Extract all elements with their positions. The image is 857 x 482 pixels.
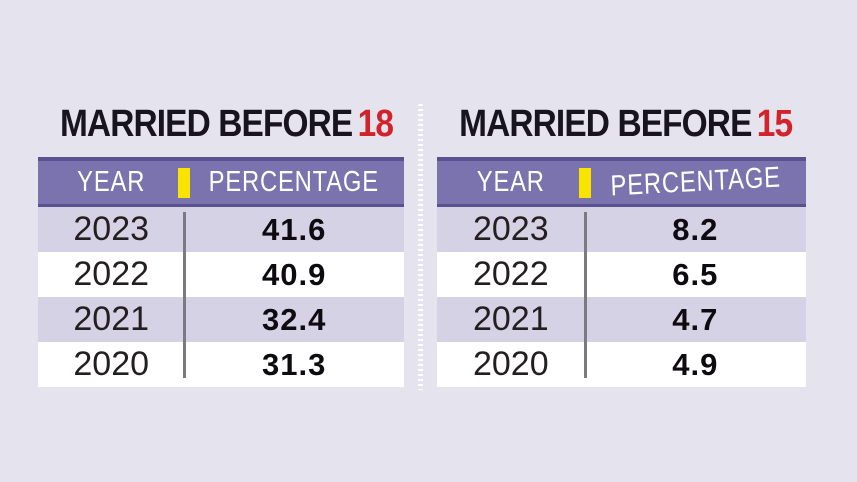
table-row: 2023 8.2 — [437, 207, 806, 252]
year-cell: 2023 — [73, 210, 150, 248]
col-header-year: YEAR — [476, 166, 545, 198]
table-body: 2023 8.2 2022 6.5 2021 4.7 2020 4.9 — [437, 207, 806, 387]
col-header-year: YEAR — [77, 166, 146, 198]
table-row: 2021 4.7 — [437, 297, 806, 342]
year-cell: 2022 — [73, 255, 150, 293]
table-row: 2023 41.6 — [38, 207, 404, 252]
percentage-cell: 41.6 — [262, 211, 327, 247]
year-cell: 2023 — [472, 210, 549, 248]
col-header-percentage: PERCENTAGE — [209, 166, 380, 198]
table-body: 2023 41.6 2022 40.9 2021 32.4 2020 31.3 — [38, 207, 404, 387]
table-married-before-15: MARRIED BEFORE 15 YEAR PERCENTAGE 2023 8.… — [437, 103, 806, 387]
year-cell: 2021 — [472, 300, 549, 338]
gray-column-divider — [583, 212, 587, 378]
table-title: MARRIED BEFORE 15 — [459, 103, 793, 145]
percentage-cell: 32.4 — [262, 301, 327, 337]
table-title-number: 18 — [357, 103, 394, 145]
year-cell: 2020 — [73, 345, 150, 383]
percentage-cell: 6.5 — [672, 256, 719, 292]
table-title: MARRIED BEFORE 18 — [59, 103, 394, 145]
percentage-cell: 31.3 — [262, 346, 327, 382]
dashed-divider-line — [418, 104, 423, 390]
table-row: 2020 31.3 — [38, 342, 404, 387]
table-row: 2022 6.5 — [437, 252, 806, 297]
table-title-number: 15 — [756, 103, 793, 145]
table-row: 2022 40.9 — [38, 252, 404, 297]
year-cell: 2022 — [472, 255, 549, 293]
yellow-divider-bar — [178, 167, 191, 198]
table-title-text: MARRIED BEFORE — [459, 103, 752, 145]
year-cell: 2021 — [73, 300, 150, 338]
table-row: 2020 4.9 — [437, 342, 806, 387]
col-header-percentage: PERCENTAGE — [609, 161, 781, 203]
percentage-cell: 4.9 — [672, 346, 719, 382]
gray-column-divider — [183, 212, 187, 378]
table-married-before-18: MARRIED BEFORE 18 YEAR PERCENTAGE 2023 41… — [38, 103, 404, 387]
table-title-text: MARRIED BEFORE — [59, 103, 353, 145]
year-cell: 2020 — [472, 345, 549, 383]
yellow-divider-bar — [578, 167, 591, 198]
percentage-cell: 8.2 — [672, 211, 719, 247]
table-row: 2021 32.4 — [38, 297, 404, 342]
percentage-cell: 4.7 — [672, 301, 719, 337]
table-header-row: YEAR PERCENTAGE — [437, 157, 806, 207]
table-header-row: YEAR PERCENTAGE — [38, 157, 404, 207]
percentage-cell: 40.9 — [262, 256, 327, 292]
